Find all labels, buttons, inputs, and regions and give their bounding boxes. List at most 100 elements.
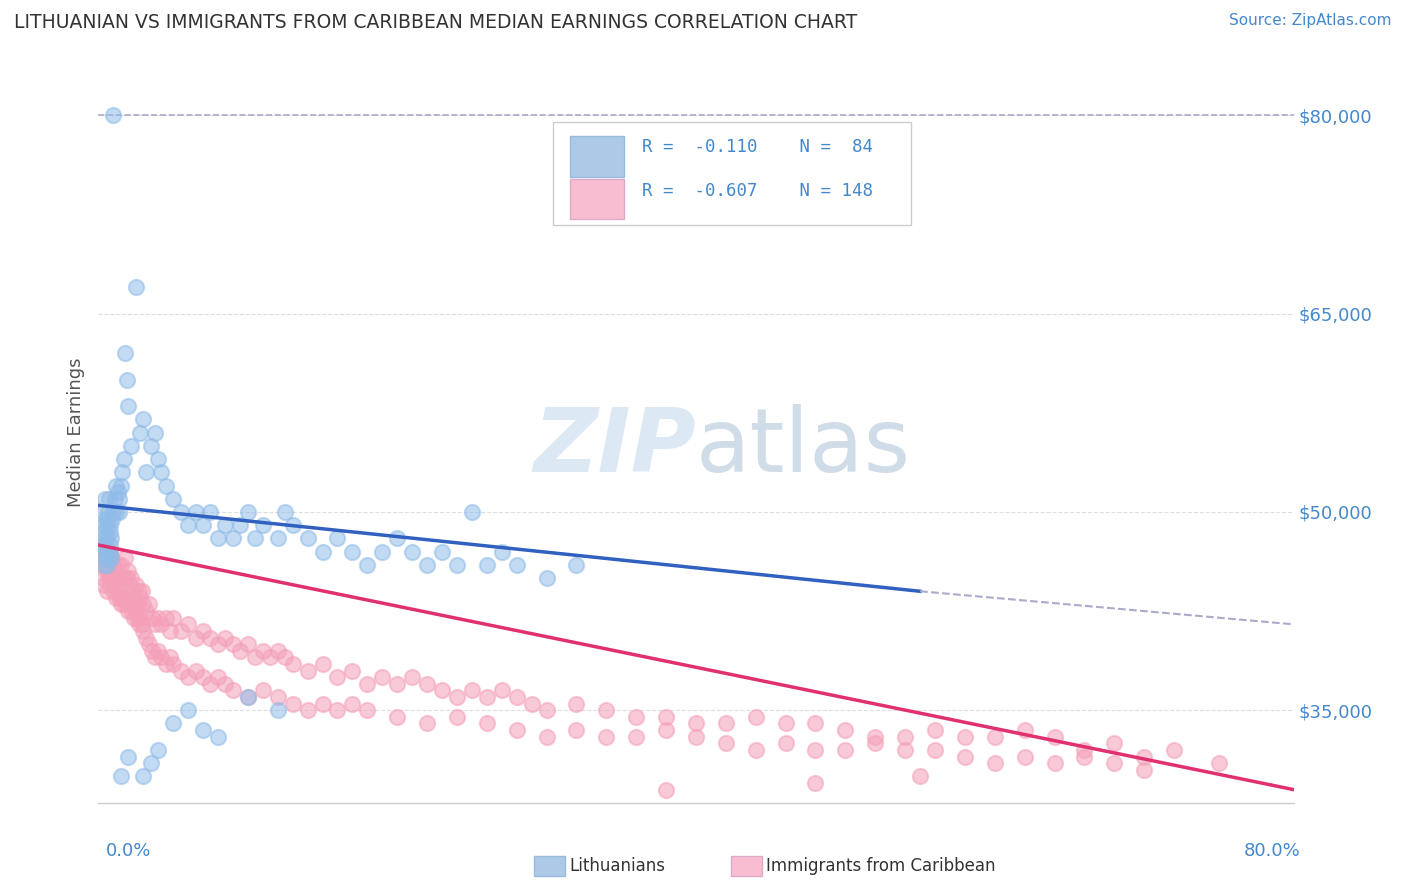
Point xyxy=(169,624,191,638)
Point xyxy=(121,584,143,599)
Point xyxy=(595,730,617,744)
Point xyxy=(117,565,139,579)
Point xyxy=(143,650,166,665)
Point xyxy=(475,558,498,572)
Point xyxy=(214,677,236,691)
Point xyxy=(1133,763,1156,777)
Point xyxy=(117,399,139,413)
Point xyxy=(97,571,120,585)
Point xyxy=(297,703,319,717)
Point xyxy=(506,558,529,572)
Point xyxy=(1163,743,1185,757)
Point xyxy=(120,604,142,618)
Point xyxy=(107,485,129,500)
Point xyxy=(94,558,117,572)
Point xyxy=(1104,736,1126,750)
Point xyxy=(297,664,319,678)
Point xyxy=(118,577,141,591)
Bar xyxy=(571,178,624,219)
Point xyxy=(274,650,297,665)
Point xyxy=(103,584,125,599)
Point xyxy=(775,736,797,750)
Point xyxy=(356,558,378,572)
Point xyxy=(252,683,274,698)
Point xyxy=(207,670,229,684)
Text: R =  -0.607    N = 148: R = -0.607 N = 148 xyxy=(643,182,873,201)
Point xyxy=(401,544,423,558)
Text: Lithuanians: Lithuanians xyxy=(569,857,665,875)
Point xyxy=(155,478,177,492)
Point xyxy=(311,697,333,711)
Point xyxy=(356,703,378,717)
Point xyxy=(115,571,138,585)
Point xyxy=(506,723,529,737)
Point xyxy=(236,637,259,651)
Point xyxy=(101,551,124,566)
Point xyxy=(98,544,122,558)
Point xyxy=(100,565,122,579)
Point xyxy=(446,558,468,572)
Point xyxy=(97,505,120,519)
Point xyxy=(626,730,648,744)
Text: Immigrants from Caribbean: Immigrants from Caribbean xyxy=(766,857,995,875)
Point xyxy=(191,723,214,737)
Point xyxy=(98,524,122,539)
Point xyxy=(416,558,439,572)
Point xyxy=(101,571,124,585)
Point xyxy=(326,703,349,717)
Point xyxy=(894,730,917,744)
Point xyxy=(311,657,333,671)
Point xyxy=(128,617,150,632)
Point xyxy=(475,716,498,731)
Point xyxy=(138,637,160,651)
Point xyxy=(401,670,423,684)
Point xyxy=(430,544,453,558)
Point xyxy=(229,518,252,533)
Point xyxy=(236,690,259,704)
Point xyxy=(565,723,588,737)
Point xyxy=(128,584,150,599)
Point xyxy=(93,518,115,533)
Point xyxy=(804,716,827,731)
Point xyxy=(120,439,142,453)
Point xyxy=(105,478,128,492)
Point xyxy=(297,532,319,546)
Point xyxy=(98,577,122,591)
Point xyxy=(236,690,259,704)
Point xyxy=(162,610,184,624)
Point xyxy=(96,518,118,533)
Point xyxy=(200,631,222,645)
Point xyxy=(177,518,200,533)
Point xyxy=(91,524,114,539)
Point xyxy=(200,677,222,691)
Point xyxy=(1208,756,1230,771)
Point xyxy=(834,723,856,737)
Point xyxy=(100,532,122,546)
Point xyxy=(103,558,125,572)
Point xyxy=(214,518,236,533)
Point xyxy=(1104,756,1126,771)
Point xyxy=(111,591,134,605)
Point xyxy=(125,577,148,591)
Point xyxy=(96,544,118,558)
Point xyxy=(112,452,135,467)
Point xyxy=(342,544,364,558)
Point xyxy=(222,532,245,546)
Point xyxy=(1014,749,1036,764)
Point xyxy=(94,491,117,506)
Text: Source: ZipAtlas.com: Source: ZipAtlas.com xyxy=(1229,13,1392,29)
Point xyxy=(281,657,304,671)
Point xyxy=(685,730,707,744)
Point xyxy=(148,610,170,624)
Point xyxy=(117,749,139,764)
Point xyxy=(267,644,290,658)
Point xyxy=(984,756,1007,771)
Point xyxy=(953,749,976,764)
Point xyxy=(222,683,245,698)
Point xyxy=(924,723,946,737)
Point xyxy=(96,558,118,572)
Point xyxy=(94,551,117,566)
Point xyxy=(191,670,214,684)
Point xyxy=(111,577,134,591)
Point xyxy=(101,511,124,525)
